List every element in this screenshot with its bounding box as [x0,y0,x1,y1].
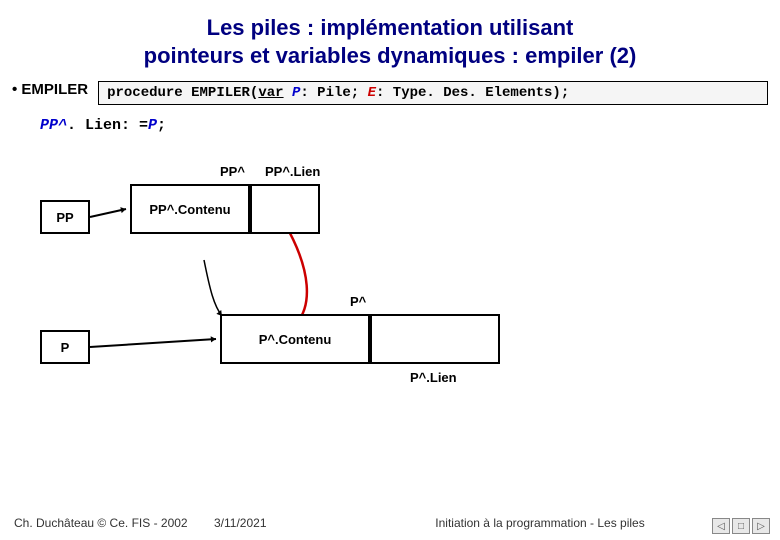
type-e: : Type. Des. Elements); [376,85,569,101]
nav-next-button[interactable]: ▷ [752,518,770,534]
box-PPlien [250,184,320,234]
stmt-semi: ; [157,117,166,134]
stmt-rhs: P [148,117,157,134]
sig-name: EMPILER( [183,85,259,101]
footer-date: 3/11/2021 [214,516,354,530]
procedure-signature: procedure EMPILER(var P: Pile; E: Type. … [98,81,768,105]
kw-var: var [258,85,283,101]
kw-procedure: procedure [107,85,183,101]
slide-title: Les piles : implémentation utilisant poi… [0,0,780,73]
footer-course: Initiation à la programmation - Les pile… [354,516,726,530]
arrow-1 [90,339,216,347]
assignment-statement: PP^. Lien: =P; [0,105,780,134]
arrow-0 [90,209,126,217]
box-Pcontenu: P^.Contenu [220,314,370,364]
type-p: : Pile; [300,85,367,101]
slide-footer: Ch. Duchâteau © Ce. FIS - 2002 3/11/2021… [0,516,780,530]
footer-author: Ch. Duchâteau © Ce. FIS - 2002 [14,516,214,530]
box-Plien [370,314,500,364]
label-PPlien_l: PP^.Lien [265,164,320,179]
param-e: E [368,85,376,101]
label-PP_hat: PP^ [220,164,245,179]
arrow-3 [204,260,222,316]
nav-controls: ◁ □ ▷ [712,518,770,534]
bullet-label: • EMPILER [12,81,88,98]
param-p: P [284,85,301,101]
box-PPcontenu: PP^.Contenu [130,184,250,234]
bullet-row: • EMPILER procedure EMPILER(var P: Pile;… [0,73,780,105]
pointer-diagram: PPPP^.ContenuPP^.ContenuPP^PP^.LienP^P^.… [40,160,740,440]
nav-stop-button[interactable]: □ [732,518,750,534]
nav-prev-button[interactable]: ◁ [712,518,730,534]
stmt-lhs: PP^ [40,117,67,134]
stmt-dot: . Lien: = [67,117,148,134]
box-P: P [40,330,90,364]
title-line1: Les piles : implémentation utilisant [207,15,574,40]
title-line2: pointeurs et variables dynamiques : empi… [144,43,637,68]
label-Plien_l: P^.Lien [410,370,457,385]
box-PP: PP [40,200,90,234]
label-P_hat: P^ [350,294,366,309]
